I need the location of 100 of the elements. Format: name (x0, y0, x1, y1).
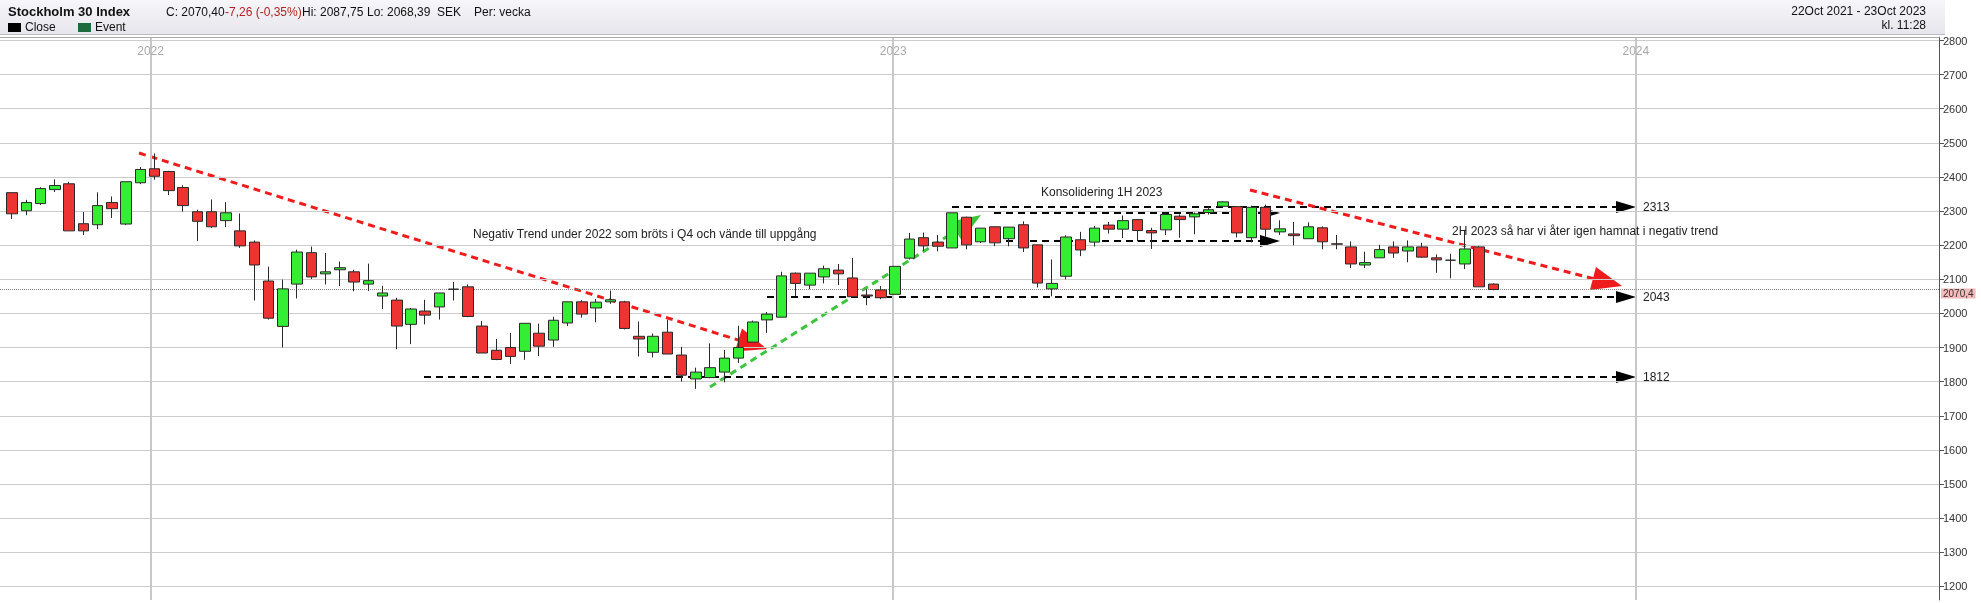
candlestick (1203, 206, 1214, 215)
candlestick (861, 288, 873, 306)
candlestick (149, 152, 160, 181)
y-tick-label: 2300 (1943, 205, 1968, 218)
candlestick (932, 234, 944, 252)
text: C: 2070,40 (166, 5, 225, 19)
candlestick (163, 170, 175, 196)
y-tick-label: 2100 (1943, 273, 1968, 286)
candlestick (562, 301, 573, 327)
candlestick (1345, 240, 1357, 269)
candlestick (961, 216, 972, 250)
candlestick (1374, 244, 1385, 259)
candlestick (1231, 205, 1243, 238)
candlestick (277, 279, 289, 349)
y-tick-label: 1400 (1943, 512, 1968, 525)
candlestick (1260, 204, 1271, 238)
candlestick (234, 212, 246, 249)
candlestick (875, 285, 887, 300)
y-tick-label: 2000 (1943, 307, 1968, 320)
annotation: Konsolidering 1H 2023 (1041, 185, 1163, 199)
candlestick (619, 300, 630, 330)
candlestick (1288, 221, 1300, 246)
candlestick (989, 226, 1001, 247)
chart-title: Stockholm 30 Index (8, 4, 131, 19)
candlestick (533, 323, 545, 357)
candlestick (363, 263, 374, 292)
candlestick (320, 252, 331, 285)
y-tick-label: 2600 (1943, 102, 1968, 115)
candlestick (804, 272, 816, 290)
y-tick-label: 1700 (1943, 409, 1968, 422)
candlestick (120, 181, 132, 226)
candlestick (377, 285, 388, 310)
candlestick (1416, 242, 1428, 259)
y-tick-label: 2200 (1943, 239, 1968, 252)
candlestick (833, 263, 844, 286)
candlestick (106, 195, 118, 219)
candlestick (206, 198, 217, 229)
candlestick (590, 298, 602, 323)
candlestick (605, 290, 616, 305)
candlestick (462, 283, 474, 318)
candlestick (476, 320, 488, 354)
candlestick (576, 299, 588, 319)
text: 22Oct 2021 - 23Oct 2023 (1791, 4, 1926, 18)
annotation: 1812 (1643, 370, 1670, 384)
candlestick (747, 320, 759, 343)
candlestick (1388, 240, 1399, 259)
candlestick (946, 212, 958, 249)
candlestick (633, 321, 645, 357)
candlestick (1003, 226, 1015, 247)
candlestick (1117, 215, 1129, 239)
candlestick (1217, 200, 1229, 208)
candlestick (177, 184, 189, 213)
text: Event (95, 20, 126, 34)
candlestick (1089, 225, 1100, 248)
candlestick (448, 281, 459, 301)
candlestick (1189, 211, 1200, 235)
y-tick-label: 1500 (1943, 478, 1968, 491)
candlestick (391, 297, 403, 350)
candlestick (1317, 225, 1328, 250)
candlestick (1032, 244, 1043, 288)
candlestick (192, 209, 203, 242)
candlestick (847, 257, 858, 298)
candlestick (975, 227, 986, 244)
candlestick (733, 325, 744, 364)
candlestick (1174, 213, 1186, 239)
candlestick (220, 201, 232, 228)
candlestick (1303, 221, 1314, 240)
y-tick-label: 1600 (1943, 443, 1968, 456)
y-tick-label: 2400 (1943, 170, 1968, 183)
candlestick (1331, 234, 1343, 250)
annotation: Negativ Trend under 2022 som bröts i Q4 och vände till uppgång (473, 227, 817, 241)
x-tick-label: 2023 (879, 44, 907, 59)
candlestick (6, 192, 18, 220)
y-tick-label: 1200 (1943, 580, 1968, 593)
text: Per: vecka (474, 5, 531, 19)
candlestick (548, 316, 559, 348)
text: SEK (437, 5, 462, 19)
candlestick (1075, 231, 1086, 257)
candlestick (1146, 227, 1157, 250)
candlestick (306, 246, 317, 280)
candlestick (419, 299, 431, 325)
candlestick (434, 292, 445, 321)
candlestick (63, 181, 75, 232)
candlestick (704, 342, 716, 379)
candlestick (662, 319, 673, 355)
candlestick (78, 211, 89, 236)
annotation: 2043 (1643, 290, 1670, 304)
candlestick (690, 367, 702, 390)
candlestick (348, 269, 360, 292)
candlestick (1473, 245, 1485, 288)
candlestick (1046, 259, 1058, 297)
candlestick (49, 178, 61, 193)
candlestick (1488, 282, 1499, 291)
x-tick-label: 2024 (1622, 44, 1650, 59)
candlestick (647, 333, 659, 358)
candlestick (1431, 253, 1442, 274)
candlestick (719, 349, 730, 383)
x-tick-label: 2022 (137, 44, 165, 59)
candlestick (291, 249, 303, 299)
text: kl. 11:28 (1881, 18, 1926, 32)
